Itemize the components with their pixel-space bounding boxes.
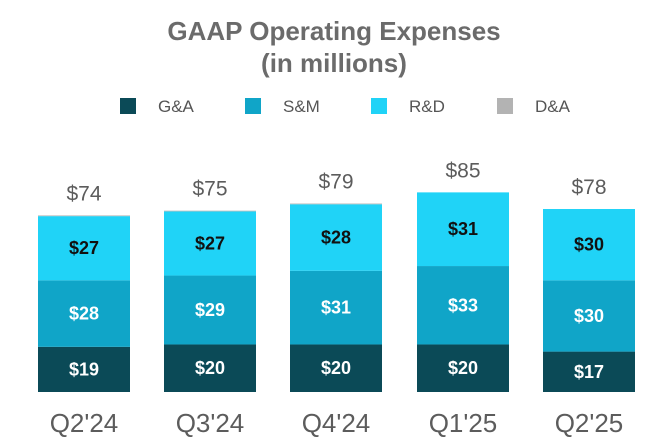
legend-swatch-0 bbox=[120, 98, 136, 114]
bar-label-3-0: $20 bbox=[448, 358, 478, 378]
legend-label-0: G&A bbox=[158, 97, 195, 116]
bar-segment-3-1 bbox=[417, 266, 509, 345]
bar-label-3-2: $31 bbox=[448, 219, 478, 239]
bar-segment-1-1 bbox=[164, 275, 256, 345]
legend-label-1: S&M bbox=[283, 97, 320, 116]
legend: G&A S&M R&D D&A bbox=[120, 97, 571, 116]
bar-total-4: $78 bbox=[571, 176, 606, 199]
bar-segment-1-3 bbox=[164, 210, 256, 212]
bar-segment-3-0 bbox=[417, 344, 509, 392]
bar-total-0: $74 bbox=[66, 182, 101, 205]
bar-segment-1-2 bbox=[164, 211, 256, 276]
x-axis: Q2'24 Q3'24 Q4'24 Q1'25 Q2'25 bbox=[50, 408, 624, 438]
bar-label-2-0: $20 bbox=[321, 358, 351, 378]
x-tick-3: Q1'25 bbox=[429, 408, 498, 438]
x-tick-2: Q4'24 bbox=[302, 408, 371, 438]
bar-label-3-1: $33 bbox=[448, 295, 478, 315]
bar-total-2: $79 bbox=[318, 171, 353, 194]
x-tick-4: Q2'25 bbox=[555, 408, 624, 438]
bar-label-0-2: $27 bbox=[69, 238, 99, 258]
bar-segment-3-2 bbox=[417, 192, 509, 267]
legend-swatch-1 bbox=[245, 98, 261, 114]
chart-title-line-1: GAAP Operating Expenses bbox=[167, 16, 500, 46]
bars: $19 $28 $27 $74 $20 $29 $27 $75 $20 $31 $28 $79 $20 $… bbox=[38, 159, 635, 392]
bar-segment-2-0 bbox=[290, 344, 382, 392]
bar-segment-1-0 bbox=[164, 344, 256, 392]
bar-segment-0-1 bbox=[38, 280, 130, 347]
bar-label-4-1: $30 bbox=[574, 306, 604, 326]
bar-segment-2-1 bbox=[290, 270, 382, 345]
bar-segment-4-0 bbox=[543, 351, 635, 392]
bar-label-1-2: $27 bbox=[195, 233, 225, 253]
bar-label-0-1: $28 bbox=[69, 304, 99, 324]
bar-label-2-2: $28 bbox=[321, 228, 351, 248]
x-tick-1: Q3'24 bbox=[176, 408, 245, 438]
bar-total-1: $75 bbox=[192, 178, 227, 201]
bar-segment-4-1 bbox=[543, 280, 635, 352]
bar-segment-0-3 bbox=[38, 215, 130, 217]
bar-segment-0-0 bbox=[38, 346, 130, 392]
chart-title-line-2: (in millions) bbox=[261, 48, 407, 78]
bar-segment-4-2 bbox=[543, 209, 635, 281]
legend-label-2: R&D bbox=[409, 97, 445, 116]
bar-label-1-1: $29 bbox=[195, 300, 225, 320]
bar-total-3: $85 bbox=[445, 159, 480, 182]
bar-label-4-0: $17 bbox=[574, 362, 604, 382]
bar-segment-2-2 bbox=[290, 204, 382, 271]
bar-label-2-1: $31 bbox=[321, 298, 351, 318]
bar-segment-0-2 bbox=[38, 216, 130, 281]
legend-swatch-3 bbox=[497, 98, 513, 114]
bar-label-4-2: $30 bbox=[574, 235, 604, 255]
legend-swatch-2 bbox=[371, 98, 387, 114]
legend-label-3: D&A bbox=[535, 97, 571, 116]
bar-label-0-0: $19 bbox=[69, 359, 99, 379]
bar-label-1-0: $20 bbox=[195, 358, 225, 378]
x-tick-0: Q2'24 bbox=[50, 408, 119, 438]
bar-segment-2-3 bbox=[290, 203, 382, 205]
